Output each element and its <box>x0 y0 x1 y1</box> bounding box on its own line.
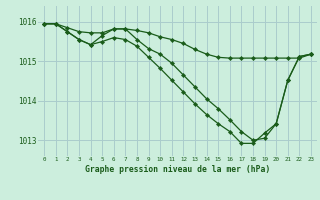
X-axis label: Graphe pression niveau de la mer (hPa): Graphe pression niveau de la mer (hPa) <box>85 165 270 174</box>
